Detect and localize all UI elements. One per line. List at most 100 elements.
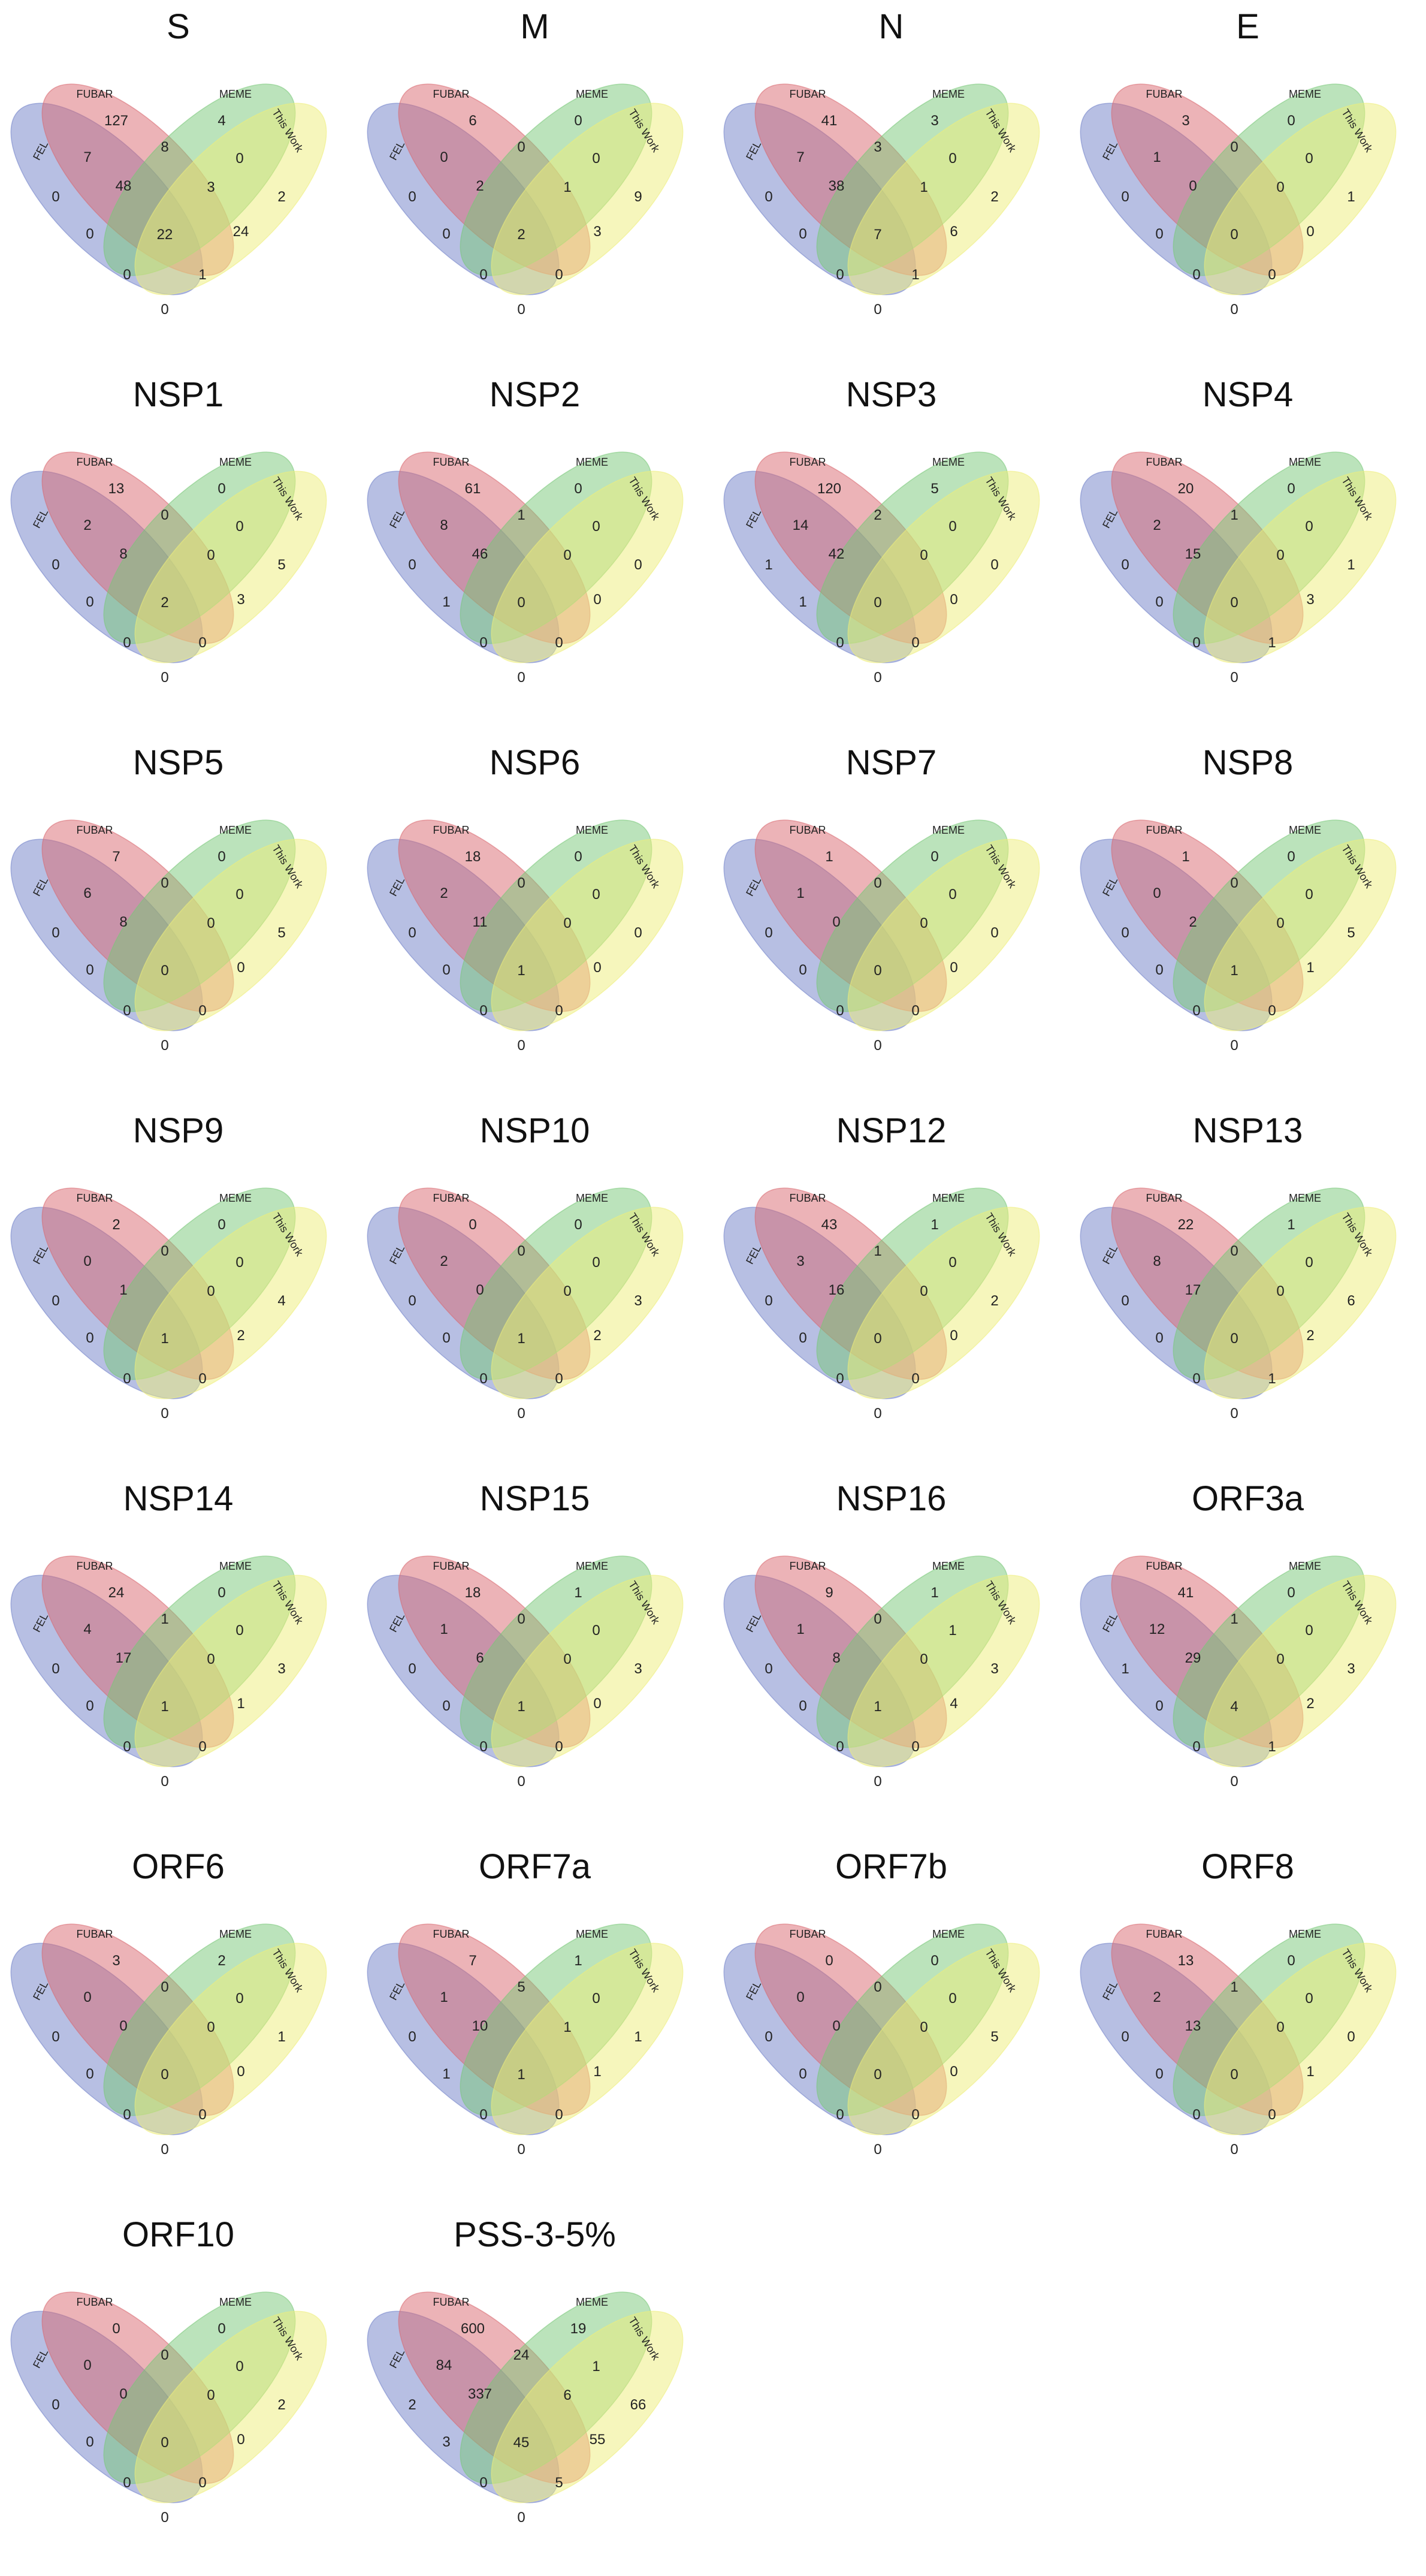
region-count-meme-this-work: 0 (235, 150, 243, 167)
region-count-fel-only: 0 (408, 925, 416, 941)
region-count-fel-meme-this-work: 0 (836, 1739, 844, 1755)
region-count-fel-fubar-this-work: 0 (198, 2475, 206, 2491)
region-count-fubar-only: 6 (469, 113, 476, 129)
region-count-fel-fubar-meme: 13 (1185, 2018, 1201, 2034)
set-label-fubar: FUBAR (433, 824, 469, 836)
region-count-meme-only: 1 (930, 1585, 938, 1601)
region-count-fubar-this-work: 1 (1306, 2064, 1314, 2080)
region-count-fel-fubar-meme-this-work: 2 (161, 595, 168, 611)
region-count-meme-only: 4 (217, 113, 225, 129)
set-label-fubar: FUBAR (789, 1928, 826, 1940)
set-label-fubar: FUBAR (433, 1192, 469, 1204)
region-count-fel-fubar-meme-this-work: 0 (1230, 595, 1238, 611)
set-ellipse-this-work (134, 2310, 327, 2503)
region-count-fel-only: 0 (765, 925, 772, 941)
region-count-fel-fubar: 0 (83, 1253, 91, 1269)
region-count-fubar-this-work: 2 (593, 1328, 601, 1344)
panel-title: ORF10 (122, 2215, 234, 2254)
region-count-fel-fubar-meme: 0 (832, 2018, 840, 2034)
region-count-fubar-meme: 0 (517, 1243, 525, 1259)
region-count-fel-meme: 0 (1155, 962, 1163, 978)
region-count-meme-this-work: 0 (235, 518, 243, 535)
region-count-meme-this-work: 1 (948, 1622, 956, 1639)
region-count-fel-only: 0 (52, 189, 59, 205)
region-count-fel-fubar: 0 (1153, 885, 1161, 901)
region-count-fel-fubar-meme-this-work: 0 (161, 2435, 168, 2451)
region-count-meme-this-work: 0 (235, 1254, 243, 1271)
region-count-this-work-only: 66 (630, 2397, 646, 2413)
region-count-fel-fubar: 2 (1153, 517, 1161, 533)
region-count-fel-fubar-meme-this-work: 4 (1230, 1699, 1238, 1715)
region-count-fel-meme: 3 (442, 2434, 450, 2450)
region-count-fubar-only: 41 (821, 113, 838, 129)
set-label-meme: MEME (219, 824, 252, 836)
region-count-fel-meme-this-work: 0 (123, 267, 131, 283)
panel-title: NSP7 (845, 743, 937, 782)
panel-title: NSP12 (836, 1111, 947, 1150)
region-count-fel-meme: 0 (86, 2434, 93, 2450)
region-count-fel-fubar-meme: 0 (832, 914, 840, 930)
panel-title: NSP3 (845, 375, 937, 414)
set-ellipse-this-work (1204, 1574, 1397, 1767)
region-count-fel-meme-this-work: 0 (1192, 1739, 1200, 1755)
set-label-meme: MEME (576, 824, 608, 836)
region-count-fel-meme-this-work: 0 (123, 2107, 131, 2123)
venn-panel: NSP14 FUBAR MEME FEL This Work 24 0 0 3 4 1 0 17 0 0 1 1… (0, 1472, 356, 1840)
venn-panel: ORF7a FUBAR MEME FEL This Work 7 1 0 1 1 5 0 10 1 1 1 1 0… (356, 1840, 713, 2208)
region-count-fel-meme-this-work: 0 (479, 1003, 487, 1019)
set-label-meme: MEME (576, 1560, 608, 1572)
region-count-fubar-meme-this-work: 1 (920, 179, 927, 195)
region-count-fel-meme: 0 (1155, 594, 1163, 610)
region-count-fel-fubar-meme: 2 (1189, 914, 1197, 930)
panel-title: NSP2 (489, 375, 581, 414)
region-count-fel-this-work: 0 (161, 669, 168, 686)
region-count-fel-meme-this-work: 0 (1192, 1003, 1200, 1019)
region-count-fel-fubar-meme-this-work: 22 (157, 227, 173, 243)
region-count-fel-this-work: 0 (517, 2509, 525, 2526)
region-count-fel-fubar: 3 (796, 1253, 804, 1269)
set-label-meme: MEME (1289, 824, 1321, 836)
region-count-meme-only: 0 (574, 113, 582, 129)
region-count-meme-only: 0 (217, 1585, 225, 1601)
region-count-fel-meme: 0 (799, 226, 806, 242)
region-count-this-work-only: 0 (990, 925, 998, 941)
region-count-fubar-only: 0 (112, 2321, 120, 2337)
region-count-fel-meme: 0 (86, 594, 93, 610)
region-count-this-work-only: 0 (634, 925, 642, 941)
region-count-fel-meme-this-work: 0 (479, 1371, 487, 1387)
region-count-fubar-meme-this-work: 0 (1276, 179, 1284, 195)
set-ellipse-this-work (134, 1942, 327, 2135)
set-label-meme: MEME (576, 88, 608, 100)
region-count-fubar-meme: 1 (161, 1611, 168, 1627)
region-count-this-work-only: 3 (634, 1293, 642, 1309)
region-count-meme-this-work: 0 (1305, 518, 1313, 535)
region-count-meme-only: 0 (930, 1953, 938, 1969)
region-count-fubar-meme: 1 (517, 507, 525, 523)
region-count-fel-meme: 0 (86, 226, 93, 242)
venn-panel: PSS-3-5% FUBAR MEME FEL This Work 600 19 2 66 84 2… (356, 2208, 713, 2576)
region-count-fel-fubar-meme: 29 (1185, 1650, 1201, 1666)
region-count-fubar-meme: 24 (513, 2347, 530, 2363)
region-count-meme-only: 1 (930, 1217, 938, 1233)
set-label-fubar: FUBAR (1146, 824, 1182, 836)
region-count-fel-meme: 0 (86, 962, 93, 978)
region-count-fubar-only: 41 (1178, 1585, 1194, 1601)
region-count-fel-fubar: 1 (1153, 149, 1161, 165)
region-count-this-work-only: 3 (990, 1661, 998, 1677)
region-count-fel-fubar-meme-this-work: 2 (517, 227, 525, 243)
region-count-fel-fubar-this-work: 0 (1268, 267, 1276, 283)
region-count-this-work-only: 2 (277, 2397, 285, 2413)
region-count-fel-only: 1 (765, 557, 772, 573)
region-count-meme-only: 0 (217, 1217, 225, 1233)
region-count-fel-fubar-meme-this-work: 0 (161, 2067, 168, 2083)
region-count-fel-fubar-this-work: 0 (555, 1003, 563, 1019)
venn-panel: NSP15 FUBAR MEME FEL This Work 18 1 0 3 1 0 0 6 0 0 1 0 0… (356, 1472, 713, 1840)
region-count-fel-meme-this-work: 0 (1192, 2107, 1200, 2123)
region-count-fel-fubar-meme-this-work: 1 (1230, 963, 1238, 979)
region-count-meme-only: 0 (574, 1217, 582, 1233)
